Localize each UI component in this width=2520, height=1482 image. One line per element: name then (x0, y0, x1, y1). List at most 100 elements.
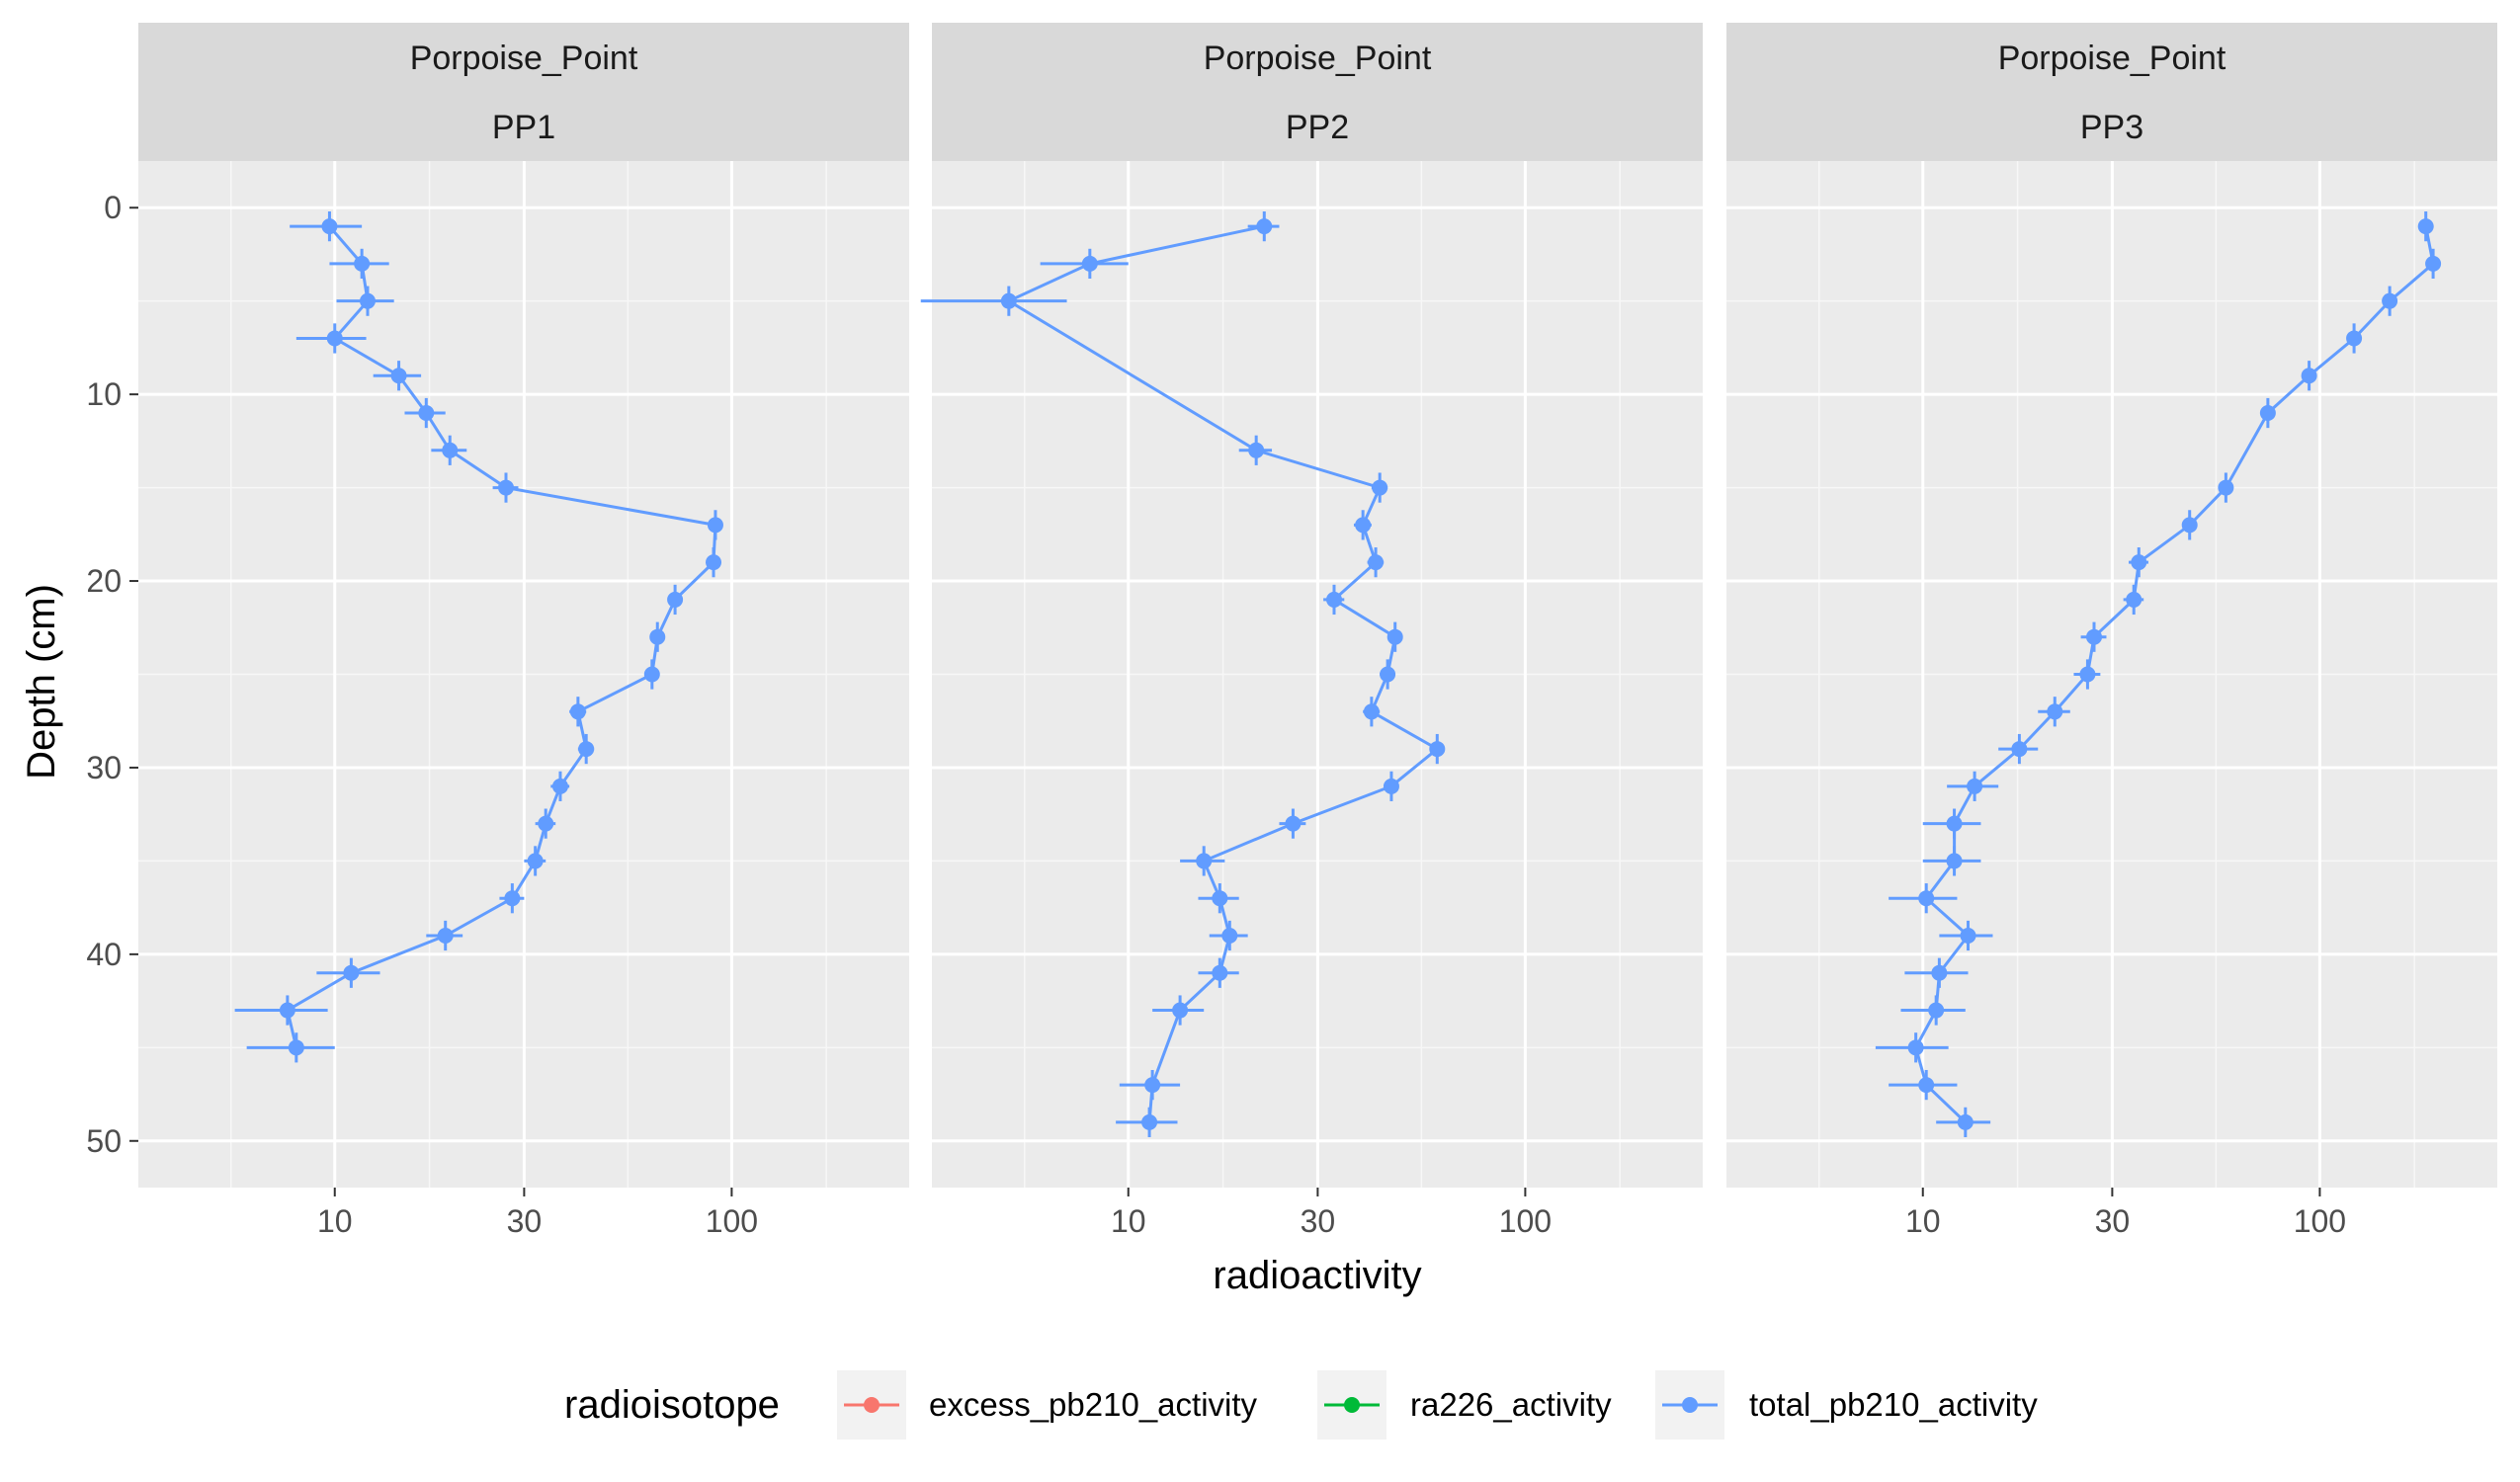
data-point (578, 741, 595, 758)
legend-item-label: ra226_activity (1410, 1386, 1612, 1423)
data-point (1326, 591, 1343, 608)
data-point (1172, 1002, 1189, 1019)
x-tick-label: 30 (507, 1203, 543, 1239)
facet-strip-group (1726, 23, 2497, 92)
data-point (1960, 927, 1976, 944)
x-tick-label: 100 (706, 1203, 758, 1239)
data-point (1212, 964, 1228, 981)
facet-panel-pp3: Porpoise_Point PP3 (1726, 23, 2497, 1188)
x-tick-label: 10 (1111, 1203, 1146, 1239)
facet-panel-pp2: Porpoise_Point PP2 (920, 23, 1703, 1188)
data-point (706, 554, 722, 571)
data-point (354, 255, 371, 272)
data-point (2382, 292, 2398, 309)
facet-strip-facet-label: PP2 (1286, 109, 1349, 146)
x-tick-label: 30 (1301, 1203, 1336, 1239)
legend-item-total_pb210_activity: total_pb210_activity (1655, 1370, 2038, 1440)
data-point (667, 591, 684, 608)
data-point (1946, 853, 1963, 869)
data-point (1000, 292, 1017, 309)
data-point (569, 703, 586, 720)
data-point (2218, 479, 2234, 496)
data-point (1196, 853, 1213, 869)
data-point (2181, 517, 2198, 534)
data-point (2086, 628, 2103, 645)
x-axis-title: radioactivity (1213, 1254, 1421, 1297)
data-point (1372, 479, 1388, 496)
data-point (390, 368, 407, 384)
data-point (1212, 890, 1228, 907)
data-point (1931, 964, 1948, 981)
data-point (2259, 405, 2276, 422)
data-point (1256, 218, 1273, 235)
data-point (1081, 255, 1098, 272)
data-point (418, 405, 435, 422)
data-point (707, 517, 723, 534)
data-point (1368, 554, 1385, 571)
x-tick-label: 30 (2095, 1203, 2131, 1239)
data-point (1383, 778, 1399, 794)
facet-strip-facet-label: PP1 (492, 109, 555, 146)
y-tick-label: 20 (86, 563, 122, 599)
data-point (538, 815, 554, 832)
data-point (1248, 442, 1265, 458)
y-axis-title: Depth (cm) (20, 584, 63, 780)
facet-strip-facet-label: PP3 (2080, 109, 2143, 146)
data-point (1363, 703, 1380, 720)
data-point (437, 927, 454, 944)
data-point (2346, 330, 2363, 347)
data-point (1386, 628, 1403, 645)
data-point (1918, 1077, 1935, 1094)
data-point (1141, 1113, 1158, 1130)
data-point (1946, 815, 1963, 832)
legend-key-point (864, 1397, 880, 1413)
legend-item-ra226_activity: ra226_activity (1317, 1370, 1612, 1440)
data-point (1221, 927, 1238, 944)
facet-strip-group-label: Porpoise_Point (1998, 40, 2226, 77)
data-point (2301, 368, 2317, 384)
y-tick-label: 10 (86, 376, 122, 412)
legend-item-excess_pb210_activity: excess_pb210_activity (837, 1370, 1258, 1440)
x-tick-label: 10 (317, 1203, 353, 1239)
facet-strip-facet (138, 92, 909, 161)
data-point (1918, 890, 1935, 907)
facet-panel-pp1: Porpoise_Point PP1 (138, 23, 909, 1188)
legend-title: radioisotope (564, 1383, 780, 1427)
data-point (1355, 517, 1372, 534)
y-tick-label: 50 (86, 1123, 122, 1159)
data-point (2079, 666, 2096, 683)
data-point (442, 442, 459, 458)
facet-strip-facet (932, 92, 1703, 161)
data-point (2011, 741, 2028, 758)
facet-strip-group (138, 23, 909, 92)
data-point (2425, 255, 2442, 272)
x-tick-label: 100 (1499, 1203, 1552, 1239)
facet-strip-group (932, 23, 1703, 92)
legend-item-label: total_pb210_activity (1749, 1386, 2038, 1423)
data-point (1957, 1113, 1974, 1130)
legend-item-label: excess_pb210_activity (929, 1386, 1258, 1423)
data-point (2131, 554, 2147, 571)
data-point (1907, 1039, 1924, 1056)
legend: radioisotope excess_pb210_activity ra226_… (564, 1370, 2038, 1440)
facet-strip-group-label: Porpoise_Point (410, 40, 638, 77)
data-point (279, 1002, 295, 1019)
data-point (643, 666, 660, 683)
data-point (551, 778, 568, 794)
y-tick-label: 0 (104, 190, 122, 225)
data-point (527, 853, 544, 869)
data-point (343, 964, 360, 981)
x-tick-label: 100 (2294, 1203, 2346, 1239)
data-point (1928, 1002, 1945, 1019)
facet-panels: Porpoise_PointPP1Porpoise_PointPP2Porpoi… (138, 23, 2497, 1188)
data-point (504, 890, 521, 907)
data-point (288, 1039, 304, 1056)
series-total_pb210_activity-pp1 (234, 211, 723, 1063)
legend-key-point (1682, 1397, 1698, 1413)
data-point (2417, 218, 2434, 235)
y-tick-label: 30 (86, 750, 122, 785)
legend-key-point (1344, 1397, 1360, 1413)
data-point (2126, 591, 2142, 608)
series-total_pb210_activity-pp3 (1875, 211, 2442, 1137)
data-point (1967, 778, 1983, 794)
